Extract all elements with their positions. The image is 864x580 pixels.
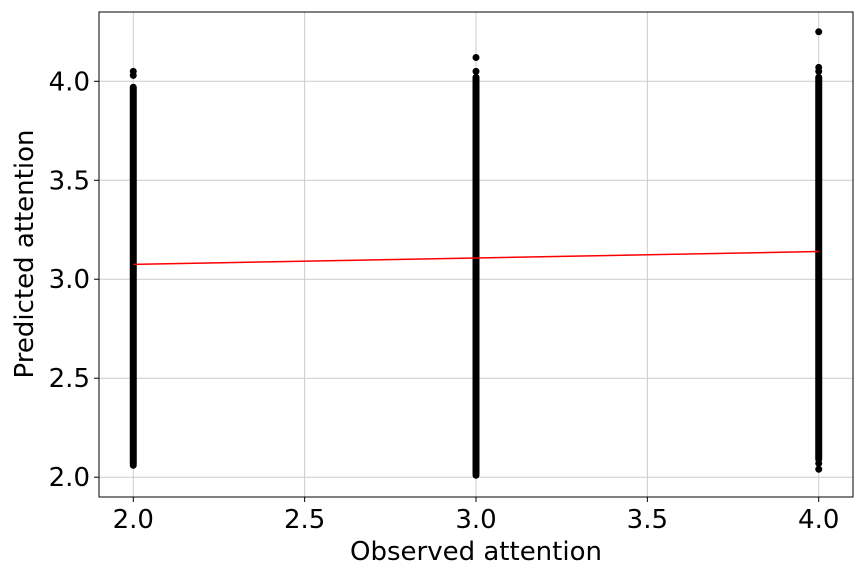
x-tick-label: 3.5 [627,505,668,535]
scatter-point [815,63,823,71]
x-axis-label: Observed attention [350,537,602,567]
scatter-point [129,67,137,75]
scatter-point [129,461,137,469]
scatter-point [815,28,823,36]
y-tick-label: 2.5 [49,364,90,394]
regression-line [133,250,819,266]
scatter-point [472,471,480,479]
data-layer [129,28,823,479]
scatter-point-column [129,83,137,467]
y-tick-label: 3.0 [49,265,90,295]
y-tick-label: 3.5 [49,166,90,196]
x-tick-label: 2.5 [284,505,325,535]
y-tick-label: 2.0 [49,463,90,493]
scatter-point [472,54,480,62]
y-axis-label: Predicted attention [10,130,40,379]
scatter-point [472,67,480,75]
y-tick-label: 4.0 [49,67,90,97]
scatter-point-column [472,73,480,477]
scatter-point [815,459,823,467]
x-tick-label: 2.0 [113,505,154,535]
x-tick-label: 3.0 [455,505,496,535]
x-tick-label: 4.0 [798,505,839,535]
ticks: 2.0 2.5 3.0 3.5 4.0 2.0 2.5 3.0 3.5 4.0 [49,67,840,535]
scatter-point [815,465,823,473]
scatter-point-column [815,73,823,463]
